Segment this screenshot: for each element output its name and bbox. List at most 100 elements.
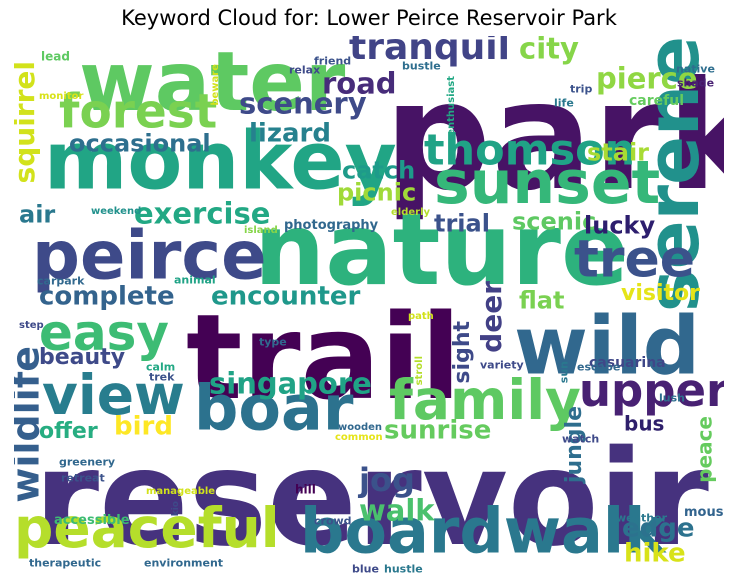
word-peace: peace [693, 416, 717, 483]
word-trial: trial [434, 210, 490, 238]
word-jungle: jungle [562, 406, 587, 484]
word-edge: edge [622, 513, 695, 543]
word-park: park [384, 50, 724, 224]
word-weekend: weekend [91, 206, 141, 217]
word-hustle: hustle [384, 563, 423, 576]
word-relax: relax [289, 64, 320, 77]
word-type: type [259, 336, 287, 349]
word-calm: calm [146, 361, 175, 374]
word-common: common [335, 432, 383, 443]
word-flat: flat [519, 287, 564, 315]
word-step: step [19, 320, 44, 331]
word-hike: hike [624, 538, 686, 568]
word-manageable: manageable [146, 486, 215, 497]
word-city: city [519, 36, 579, 66]
word-peirce: peirce [32, 216, 267, 294]
word-boar: boar [194, 371, 354, 444]
word-lizard: lizard [249, 118, 331, 148]
word-lucky: lucky [584, 212, 656, 240]
word-occasional: occasional [69, 130, 211, 158]
word-beware: beware [210, 64, 221, 106]
word-bird: bird [114, 411, 173, 441]
word-stroll: stroll [414, 356, 425, 385]
word-trek: trek [149, 371, 175, 384]
word-lead: lead [41, 49, 70, 63]
word-peaceful: peaceful [14, 496, 280, 560]
word-monkey: monkey [44, 114, 397, 207]
word-reservoir: reservoir [34, 422, 709, 576]
word-bustle: bustle [402, 60, 441, 73]
word-jog: jog [357, 461, 415, 499]
word-lush: lush [659, 392, 685, 405]
word-trip: trip [570, 83, 592, 96]
word-serene: serene [631, 36, 715, 312]
word-encounter: encounter [211, 281, 361, 311]
word-carpark: carpark [37, 275, 85, 288]
word-environment: environment [144, 557, 223, 570]
word-path: path [408, 311, 434, 322]
word-complete: complete [39, 281, 175, 311]
word-hill: hill [295, 482, 316, 496]
word-casuarina: casuarina [589, 355, 666, 371]
word-boardwalk: boardwalk [300, 494, 667, 567]
word-shade: shade [677, 77, 714, 90]
word-wooden: wooden [338, 422, 382, 433]
word-watch: watch [562, 433, 599, 446]
word-nature: nature [254, 191, 629, 308]
word-sunrise: sunrise [384, 415, 491, 445]
word-sight: sight [450, 321, 475, 384]
word-greenery: greenery [59, 456, 115, 469]
word-therapeutic: therapeutic [29, 557, 101, 570]
word-cloud: reservoir park trail nature water monkey board… [14, 36, 724, 578]
word-retreat: retreat [61, 472, 105, 485]
word-wildlife: wildlife [14, 346, 48, 503]
word-escape: escape [577, 361, 620, 374]
word-monitor: monitor [39, 91, 83, 102]
word-kio: kio [171, 501, 181, 516]
word-sunset: sunset [434, 148, 660, 218]
word-air: air [19, 201, 55, 229]
word-exercise: exercise [134, 197, 270, 231]
word-life: life [554, 97, 574, 110]
word-offer: offer [39, 419, 98, 444]
word-native: native [676, 63, 715, 76]
word-enthusiast: enthusiast [446, 76, 457, 136]
word-road: road [322, 67, 397, 101]
word-scenic: scenic [512, 208, 596, 236]
word-catch: catch [342, 157, 415, 185]
word-tranquil: tranquil [349, 36, 510, 68]
word-squirrel: squirrel [14, 61, 41, 183]
word-weather: weather [616, 512, 668, 525]
word-pierce: pierce [596, 62, 698, 96]
word-picnic: picnic [337, 179, 416, 207]
word-wild: wild [514, 299, 700, 392]
word-animal: animal [174, 274, 216, 287]
word-variety: variety [480, 359, 524, 372]
word-crowd: crowd [314, 515, 352, 528]
word-sun: sun [558, 361, 571, 383]
word-water: water [79, 36, 346, 130]
word-walk: walk [359, 494, 435, 528]
word-view: view [42, 363, 185, 427]
word-blue: blue [352, 563, 379, 576]
word-stair: stair [587, 139, 649, 167]
word-bus: bus [624, 412, 664, 436]
word-mouse: mouse [684, 505, 724, 520]
word-visitor: visitor [621, 281, 700, 306]
word-thomson: thomson [424, 126, 635, 176]
word-deer: deer [475, 281, 508, 353]
chart-title: Keyword Cloud for: Lower Peirce Reservoi… [121, 6, 617, 30]
word-family: family [389, 368, 581, 432]
word-singapore: singapore [209, 367, 372, 401]
word-beauty: beauty [39, 345, 125, 370]
word-trail: trail [186, 288, 461, 426]
word-elderly: elderly [391, 207, 431, 218]
word-photography: photography [284, 218, 379, 233]
word-scenery: scenery [239, 87, 367, 121]
word-careful: careful [629, 93, 684, 109]
word-accessible: accessible [54, 513, 130, 528]
word-cloud-canvas: reservoirparktrailnaturewatermonkeyboard… [14, 36, 724, 576]
word-friend: friend [314, 55, 351, 68]
word-island: island [244, 225, 278, 236]
word-tree: tree [574, 230, 695, 290]
